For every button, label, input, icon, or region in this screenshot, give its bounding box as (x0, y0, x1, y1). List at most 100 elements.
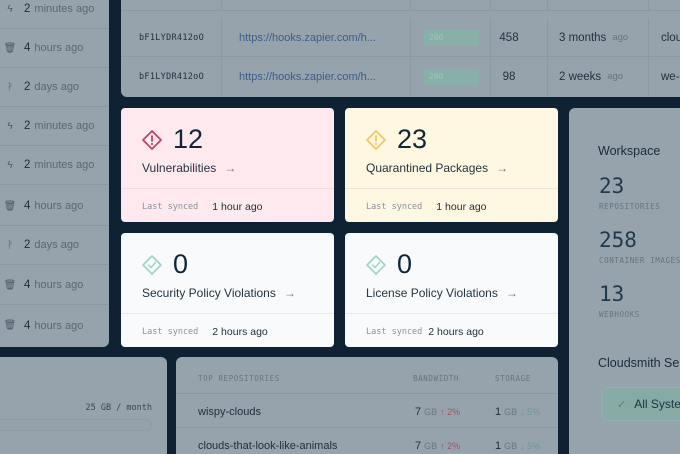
lightning-icon: ϟ (7, 159, 13, 171)
activity-value: 4 (24, 42, 31, 54)
activity-row[interactable]: ϟ 2 minutes ago (0, 107, 109, 146)
last-synced-label: Last synced (366, 327, 423, 337)
activity-unit: days ago (34, 81, 80, 93)
vulnerabilities-card[interactable]: 12 Vulnerabilities → Last synced 1 hour a… (121, 108, 334, 222)
arrow-right-icon: → (283, 286, 296, 300)
bandwidth-progress-bar (0, 419, 152, 431)
top-repositories-panel: TOP REPOSITORIES BANDWIDTH STORAGE wispy… (176, 357, 558, 454)
license-policy-link[interactable]: License Policy Violations → (366, 286, 518, 300)
check-shield-icon (142, 254, 162, 275)
activity-row[interactable]: 🗑 4 hours ago (0, 266, 109, 305)
activity-unit: hours ago (34, 200, 84, 212)
activity-value: 4 (24, 319, 31, 332)
lightning-icon: ϟ (7, 3, 13, 15)
security-policy-link[interactable]: Security Policy Violations → (142, 286, 296, 300)
license-violations-count: 0 (397, 249, 413, 279)
activity-unit: hours ago (34, 42, 84, 54)
last-synced-value: 1 hour ago (436, 201, 487, 213)
repo-bandwidth: 7 GB ↑ 2% (415, 440, 461, 452)
activity-value: 4 (24, 279, 31, 291)
header-storage[interactable]: STORAGE (495, 374, 531, 383)
webhook-time: 2 weeks ago (559, 70, 624, 83)
security-policy-card[interactable]: 0 Security Policy Violations → Last synce… (121, 233, 334, 347)
workspace-panel: Workspace 23 REPOSITORIES 258 CONTAINER … (569, 108, 680, 454)
activity-row[interactable]: 🗑 4 hours ago (0, 306, 109, 345)
table-row[interactable]: bF1LYDR412oO https://hooks.zapier.com/h.… (121, 18, 680, 57)
activity-unit: minutes ago (34, 120, 95, 132)
last-synced-value: 2 hours ago (212, 326, 268, 338)
activity-value: 2 (24, 81, 31, 93)
header-name: TOP REPOSITORIES (198, 374, 280, 383)
bandwidth-limit: 25 GB / month (85, 403, 152, 413)
lightning-icon: ϟ (7, 120, 13, 132)
webhook-count: 53 (471, 0, 547, 11)
activity-unit: minutes ago (34, 3, 95, 15)
last-synced-label: Last synced (366, 202, 423, 212)
status-badge: 200 (424, 57, 479, 96)
webhook-id: bF1LYDR412oO (139, 32, 205, 43)
activity-unit: hours ago (34, 279, 84, 291)
header-bandwidth[interactable]: BANDWIDTH (413, 374, 460, 383)
trash-icon: 🗑 (3, 42, 17, 54)
table-header: TOP REPOSITORIES BANDWIDTH STORAGE (176, 357, 558, 394)
table-row[interactable]: bF1LYDR412oO https://hooks.zapier.com/h.… (121, 57, 680, 96)
activity-row[interactable]: 🗑 4 hours ago (0, 187, 109, 226)
webhook-url-link[interactable]: https://hooks.zapier.com/h... (239, 0, 376, 11)
activity-row[interactable]: ϟ 2 minutes ago (0, 0, 109, 29)
repo-storage: 1 GB ↓ 5% (495, 406, 541, 418)
repositories-stat[interactable]: 23 REPOSITORIES (599, 174, 661, 212)
alert-octagon-icon (366, 129, 386, 150)
check-icon: ✓ (617, 398, 627, 411)
activity-value: 2 (24, 120, 31, 132)
table-row[interactable]: wispy-clouds 7 GB ↑ 2% 1 GB ↓ 5% (176, 394, 558, 428)
service-status-badge[interactable]: ✓ All Systems Operational (602, 387, 680, 421)
container-images-stat[interactable]: 258 CONTAINER IMAGES (599, 228, 680, 266)
activity-value: 2 (24, 3, 31, 15)
check-shield-icon (366, 254, 386, 275)
webhook-url-link[interactable]: https://hooks.zapier.com/h... (239, 70, 376, 83)
alert-octagon-icon (142, 129, 162, 150)
webhook-id: bF1LYDR412oO (139, 71, 205, 82)
last-synced-value: 2 hours ago (428, 326, 484, 338)
vulnerabilities-link[interactable]: Vulnerabilities → (142, 161, 237, 175)
activity-panel: ϟ 2 minutes ago 🗑 4 hours ago ᚹ 2 days a… (0, 0, 109, 347)
repo-name-link[interactable]: clouds-that-look-like-animals (198, 440, 338, 452)
table-row[interactable]: 1h2wAjAnd1Y5 https://hooks.zapier.com/h.… (121, 0, 680, 11)
trash-icon: 🗑 (3, 200, 17, 212)
flag-icon: ᚹ (7, 81, 13, 93)
vulnerabilities-count: 12 (173, 124, 204, 154)
webhooks-stat[interactable]: 13 WEBHOOKS (599, 282, 640, 320)
status-badge: 200 (424, 18, 479, 57)
quarantined-count: 23 (397, 124, 428, 154)
webhook-url-link[interactable]: https://hooks.zapier.com/h... (239, 31, 376, 44)
activity-unit: days ago (34, 239, 80, 251)
license-policy-card[interactable]: 0 License Policy Violations → Last synced… (345, 233, 558, 347)
quarantined-packages-card[interactable]: 23 Quarantined Packages → Last synced 1 h… (345, 108, 558, 222)
activity-value: 2 (24, 159, 31, 171)
activity-row[interactable]: ᚹ 2 days ago (0, 68, 109, 107)
webhook-repo[interactable]: we-really-like-clouds (661, 70, 680, 83)
workspace-title: Workspace (598, 144, 661, 158)
activity-row[interactable]: ϟ 2 minutes ago (0, 146, 109, 185)
repo-storage: 1 GB ↓ 5% (495, 440, 541, 452)
last-synced-label: Last synced (142, 327, 199, 337)
activity-value: 4 (24, 200, 31, 212)
arrow-right-icon: → (496, 161, 509, 175)
bandwidth-panel: 25 GB / month (0, 357, 167, 454)
last-synced-value: 1 hour ago (212, 201, 263, 213)
arrow-right-icon: → (224, 161, 237, 175)
activity-unit: minutes ago (34, 159, 95, 171)
repo-bandwidth: 7 GB ↑ 2% (415, 406, 461, 418)
service-status-title: Cloudsmith Service Status (598, 356, 680, 370)
trash-icon: 🗑 (3, 279, 17, 291)
repo-name-link[interactable]: wispy-clouds (198, 406, 261, 418)
activity-row[interactable]: 🗑 4 hours ago (0, 29, 109, 68)
activity-row[interactable]: ᚹ 2 days ago (0, 226, 109, 265)
webhook-repo[interactable]: wispy-clouds (661, 0, 680, 11)
webhook-repo[interactable]: clouds-that-look-like-animals (661, 31, 680, 44)
quarantined-packages-link[interactable]: Quarantined Packages → (366, 161, 509, 175)
last-synced-label: Last synced (142, 202, 199, 212)
security-violations-count: 0 (173, 249, 189, 279)
